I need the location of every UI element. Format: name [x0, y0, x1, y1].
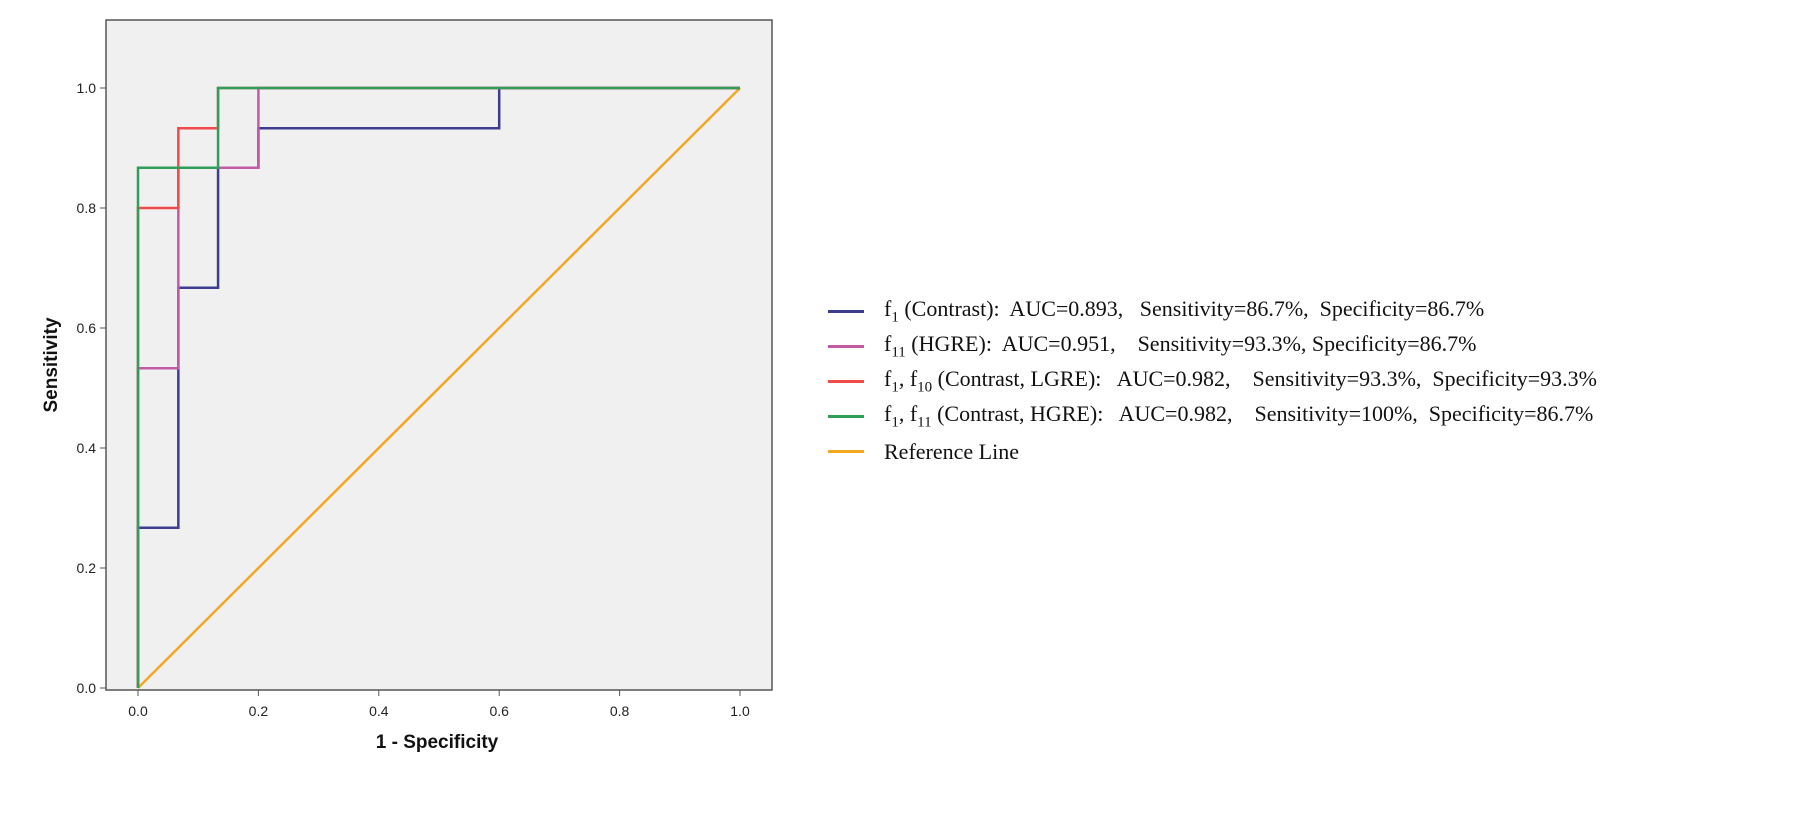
legend-swatch	[828, 310, 864, 313]
x-tick-label: 0.0	[128, 703, 148, 719]
legend-item: f1 (Contrast): AUC=0.893, Sensitivity=86…	[828, 294, 1597, 329]
legend-item: f1, f11 (Contrast, HGRE): AUC=0.982, Sen…	[828, 399, 1597, 434]
x-axis-label: 1 - Specificity	[376, 732, 499, 753]
x-tick-label: 0.6	[489, 703, 509, 719]
x-tick-label: 0.4	[369, 703, 389, 719]
legend-swatch	[828, 380, 864, 383]
legend-swatch	[828, 415, 864, 418]
legend-item: f11 (HGRE): AUC=0.951, Sensitivity=93.3%…	[828, 329, 1597, 364]
series-line-4	[136, 86, 740, 688]
x-tick-label: 1.0	[730, 703, 750, 719]
x-tick-label: 0.8	[610, 703, 630, 719]
x-tick-label: 0.2	[249, 703, 269, 719]
legend-swatch	[828, 345, 864, 348]
legend-label: Reference Line	[884, 438, 1019, 464]
y-tick-label: 0.8	[77, 200, 97, 216]
legend: f1 (Contrast): AUC=0.893, Sensitivity=86…	[828, 294, 1597, 469]
y-tick-label: 0.4	[77, 440, 97, 456]
y-tick-label: 0.6	[77, 320, 97, 336]
x-axis: 0.0 0.2 0.4 0.6 0.8 1.0	[128, 690, 750, 719]
y-tick-label: 1.0	[77, 80, 97, 96]
legend-label: f1, f11 (Contrast, HGRE): AUC=0.982, Sen…	[884, 401, 1594, 431]
y-tick-label: 0.2	[77, 560, 97, 576]
legend-label: f1 (Contrast): AUC=0.893, Sensitivity=86…	[884, 296, 1485, 326]
legend-swatch	[828, 450, 864, 453]
y-axis: 0.0 0.2 0.4 0.6 0.8 1.0	[77, 80, 106, 696]
legend-label: f1, f10 (Contrast, LGRE): AUC=0.982, Sen…	[884, 366, 1597, 396]
y-axis-label: Sensitivity	[41, 317, 62, 412]
series-layer	[136, 86, 741, 689]
legend-item: f1, f10 (Contrast, LGRE): AUC=0.982, Sen…	[828, 364, 1597, 399]
legend-item: Reference Line	[828, 434, 1597, 469]
plot-area	[105, 19, 773, 691]
series-line-5	[137, 87, 741, 689]
y-tick-label: 0.0	[77, 680, 97, 696]
legend-label: f11 (HGRE): AUC=0.951, Sensitivity=93.3%…	[884, 331, 1477, 361]
